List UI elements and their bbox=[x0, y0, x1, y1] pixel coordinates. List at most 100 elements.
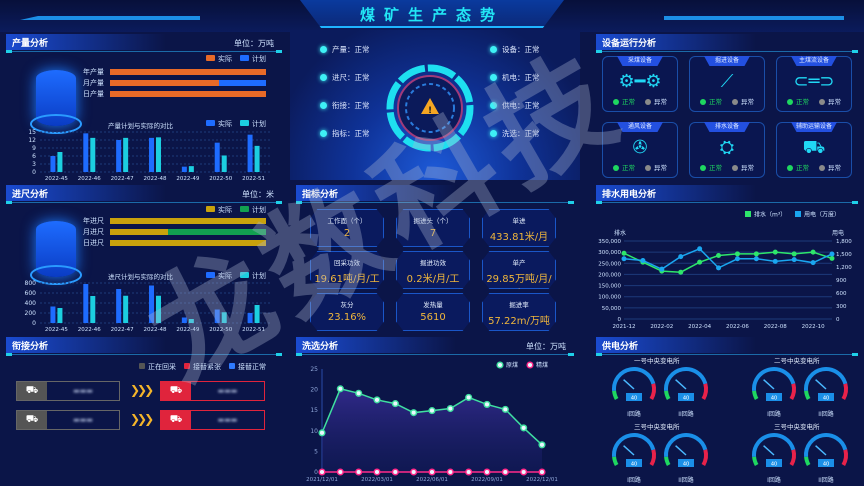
y-tick-label: 350,000 bbox=[598, 239, 621, 245]
washing-line-chart: 0 5 10 15 20 25 2021/12/01 2022/03/01 2022/06/01… bbox=[306, 361, 558, 483]
bar-actual bbox=[247, 134, 253, 172]
x-tick-label: 2022-51 bbox=[242, 176, 265, 182]
kpi-value: 7 bbox=[429, 228, 437, 239]
equipment-card[interactable]: 通风设备 ✇ 正常 异常 bbox=[602, 122, 678, 178]
legend: 实际 计划 bbox=[206, 54, 266, 64]
equipment-card[interactable]: 主煤流设备 ⊂═⊃ 正常 异常 bbox=[776, 56, 852, 112]
y-tick-label: 25 bbox=[310, 366, 318, 373]
page-title: 煤矿生产态势 bbox=[359, 6, 504, 24]
legend-item-plan: 计划 bbox=[240, 271, 266, 281]
bar-plan bbox=[188, 166, 194, 172]
y-tick-label: 5 bbox=[314, 448, 318, 455]
x-tick-label: 2022-51 bbox=[242, 327, 265, 333]
bar-plan bbox=[221, 312, 227, 323]
panel-title: 洗选分析 bbox=[296, 337, 456, 353]
x-tick-label: 2022-48 bbox=[144, 176, 167, 182]
status-normal: 正常 bbox=[787, 162, 809, 172]
status-equipment: 设备：正常 bbox=[490, 44, 540, 55]
header-center-plate bbox=[300, 0, 564, 28]
legend-item-actual: 实际 bbox=[206, 205, 232, 215]
x-tick-label: 2022-46 bbox=[78, 176, 101, 182]
equipment-name: 采煤设备 bbox=[617, 56, 663, 66]
successor-face-card[interactable]: ⛟ ▬▬▬ bbox=[160, 410, 265, 430]
x-tick-label: 2022-50 bbox=[209, 176, 232, 182]
data-point bbox=[772, 258, 778, 264]
successor-face-card[interactable]: ⛟ ▬▬▬ bbox=[160, 381, 265, 401]
y2-tick-label: 1,500 bbox=[836, 252, 852, 258]
equipment-card[interactable]: 掘进设备 ⟋ 正常 异常 bbox=[689, 56, 765, 112]
gauge-arc bbox=[649, 449, 656, 466]
y-tick-label: 0 bbox=[32, 320, 36, 327]
gauge-arc bbox=[612, 367, 656, 391]
x-tick-label: 2022-10 bbox=[802, 324, 825, 330]
circuit-label: I回路 bbox=[767, 477, 781, 484]
data-point bbox=[501, 405, 509, 413]
legend-marker bbox=[526, 361, 534, 369]
x-tick-label: 2021/12/01 bbox=[306, 477, 338, 483]
equipment-card[interactable]: 采煤设备 ⚙━⚙ 正常 异常 bbox=[602, 56, 678, 112]
equipment-name: 辅助运输设备 bbox=[791, 122, 837, 132]
working-face-card[interactable]: ⛟ ▬▬▬ bbox=[16, 381, 120, 401]
gauge-value-box bbox=[766, 393, 782, 401]
kpi-value: 19.61吨/月/工 bbox=[314, 274, 380, 285]
gauge-value-box bbox=[818, 393, 834, 401]
x-tick-label: 2022-49 bbox=[176, 176, 199, 182]
data-point bbox=[446, 405, 454, 413]
bar-actual bbox=[214, 309, 220, 323]
gauge-needle bbox=[815, 445, 827, 456]
gauge-value-box bbox=[626, 459, 642, 467]
bar-actual bbox=[149, 137, 154, 172]
gauge: 40 II回路 bbox=[662, 431, 710, 484]
power-panel: 供电分析 一号中央变电所 40 I回路 40 II回路 二号中央变电所 40 I回路 40 II回… bbox=[590, 335, 864, 486]
y-axis-title: 排水 bbox=[614, 229, 626, 237]
data-point bbox=[336, 385, 344, 393]
equipment-name: 主煤流设备 bbox=[791, 56, 837, 66]
data-point bbox=[829, 251, 835, 257]
gauge: 40 II回路 bbox=[662, 365, 710, 418]
y-tick-label: 0 bbox=[32, 169, 36, 176]
bar-actual bbox=[149, 285, 154, 323]
bar-plan bbox=[254, 145, 260, 172]
gauge-arc bbox=[804, 456, 811, 466]
kpi-value: 0.2米/月/工 bbox=[406, 274, 460, 285]
divider bbox=[596, 50, 858, 53]
x-tick-label: 2021-12 bbox=[613, 324, 636, 330]
data-point bbox=[391, 468, 399, 476]
kpi-card: 掘进头（个） 7 bbox=[396, 209, 470, 247]
legend-label: 排水（m³） bbox=[754, 211, 786, 219]
equipment-name: 排水设备 bbox=[704, 122, 750, 132]
data-point bbox=[538, 468, 546, 476]
warning-icon: ! bbox=[421, 98, 439, 116]
gauge-value-box bbox=[766, 459, 782, 467]
x-tick-label: 2022/03/01 bbox=[361, 477, 393, 483]
shearer-icon: ⚙━⚙ bbox=[618, 71, 662, 92]
equipment-card[interactable]: 辅助运输设备 ⛟ 正常 异常 bbox=[776, 122, 852, 178]
equipment-name: 掘进设备 bbox=[704, 56, 750, 66]
bar-plan bbox=[57, 308, 63, 323]
equipment-card[interactable]: 排水设备 ⛭ 正常 异常 bbox=[689, 122, 765, 178]
kpi-value: 5610 bbox=[420, 312, 446, 323]
working-face-card[interactable]: ⛟ ▬▬▬ bbox=[16, 410, 120, 430]
data-point bbox=[446, 468, 454, 476]
gauge-arc bbox=[789, 383, 796, 400]
legend-label: 精煤 bbox=[536, 361, 548, 369]
panel-title: 衔接分析 bbox=[6, 337, 166, 353]
divider bbox=[596, 353, 858, 356]
gauge-value-box bbox=[818, 459, 834, 467]
roadheader-icon: ⟋ bbox=[720, 71, 734, 92]
gauge-arc bbox=[789, 449, 796, 466]
kpi-value: 23.16% bbox=[327, 312, 367, 323]
divider bbox=[6, 50, 282, 53]
footage-bar-chart: 0 200 400 600 800 2022-45 2022-46 2022-47 2022-4… bbox=[25, 280, 270, 333]
data-point bbox=[734, 256, 740, 262]
data-point bbox=[318, 429, 326, 437]
gauge-value-box bbox=[678, 459, 694, 467]
panel-title: 产量分析 bbox=[6, 34, 166, 50]
gauge-needle bbox=[675, 379, 687, 390]
gauge-arc bbox=[752, 456, 759, 466]
mine-cart-icon: ⛟ bbox=[17, 382, 47, 400]
legend-item-normal: 接替正常 bbox=[229, 362, 266, 372]
gauge: 40 I回路 bbox=[750, 431, 798, 484]
warning-radar: ! bbox=[386, 64, 474, 152]
data-point bbox=[791, 257, 797, 263]
